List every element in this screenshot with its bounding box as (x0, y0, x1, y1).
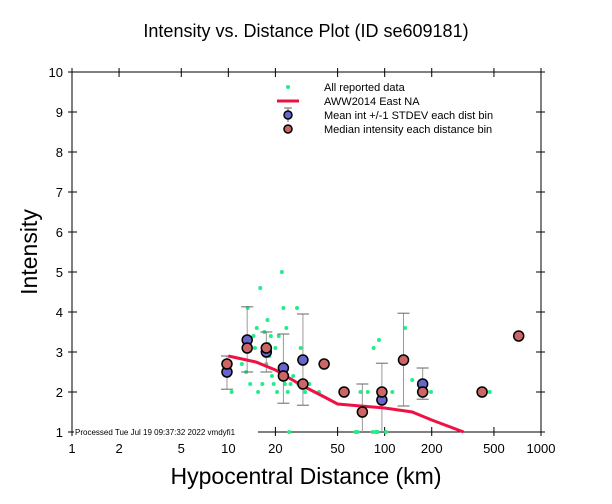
aww2014-curve (227, 354, 465, 434)
y-tick-label: 4 (56, 305, 63, 320)
reported-data-point (275, 390, 280, 394)
plot-area (220, 270, 525, 434)
reported-data-point (284, 326, 289, 330)
median-point (512, 330, 525, 342)
reported-data-point (390, 390, 395, 394)
legend-label: AWW2014 East NA (324, 96, 420, 108)
y-tick-label: 8 (56, 145, 63, 160)
legend-median-symbol (283, 124, 293, 134)
reported-data-point (239, 362, 244, 366)
reported-data-point (298, 346, 303, 350)
y-tick-label: 3 (56, 345, 63, 360)
y-axis-label: Intensity (16, 209, 42, 295)
reported-data-point (276, 334, 281, 338)
reported-data-point (252, 346, 257, 350)
x-tick-label: 100 (374, 441, 396, 456)
reported-data-point (281, 306, 286, 310)
x-tick-label: 20 (268, 441, 282, 456)
reported-data-point (429, 390, 434, 394)
reported-data-point (287, 430, 292, 434)
reported-data-point (258, 286, 263, 290)
median-point (376, 386, 388, 398)
y-axis-ticks: 1 2 3 4 5 6 7 8 9 10 (49, 65, 545, 440)
x-tick-label: 1 (68, 441, 75, 456)
reported-data-point (229, 390, 234, 394)
reported-data-point (271, 382, 276, 386)
legend: All reported data AWW2014 East NA Mean int… (277, 82, 493, 136)
reported-data-point (260, 382, 265, 386)
x-tick-label: 1000 (527, 441, 556, 456)
median-point (338, 386, 350, 398)
mean-point (297, 354, 309, 366)
x-tick-label: 200 (421, 441, 443, 456)
reported-data-point (370, 430, 375, 434)
x-axis-label: Hypocentral Distance (km) (171, 463, 442, 489)
y-tick-label: 10 (49, 65, 63, 80)
median-point (356, 406, 369, 418)
reported-data-point (487, 390, 492, 394)
reported-data-point (384, 430, 389, 434)
median-point (277, 370, 290, 382)
reported-data-point (288, 382, 293, 386)
reported-data-point (265, 318, 270, 322)
median-point (318, 358, 330, 370)
reported-data-point (303, 390, 308, 394)
reported-data-point (268, 334, 273, 338)
y-tick-label: 9 (56, 105, 63, 120)
x-tick-label: 10 (221, 441, 235, 456)
reported-data-point (295, 306, 300, 310)
reported-data-point (251, 334, 256, 338)
median-point (241, 342, 253, 354)
y-tick-label: 2 (56, 385, 63, 400)
reported-data-point (285, 390, 290, 394)
legend-label: Median intensity each distance bin (324, 124, 492, 136)
legend-label: Mean int +/-1 STDEV each dist bin (324, 110, 493, 122)
reported-data-point (291, 374, 296, 378)
reported-data-point (254, 326, 259, 330)
y-tick-label: 7 (56, 185, 63, 200)
median-point (297, 378, 309, 390)
reported-data-point (377, 338, 382, 342)
reported-data-point (269, 374, 274, 378)
y-tick-label: 1 (56, 425, 63, 440)
reported-data-point (410, 378, 415, 382)
median-point (397, 354, 410, 366)
chart-title: Intensity vs. Distance Plot (ID se609181… (143, 21, 468, 41)
processed-annotation: Processed Tue Jul 19 09:37:32 2022 vmdyf… (75, 428, 236, 437)
legend-label: All reported data (324, 82, 406, 94)
median-point (260, 342, 273, 354)
median-point (221, 358, 233, 370)
y-tick-label: 6 (56, 225, 63, 240)
reported-data-point (279, 270, 284, 274)
reported-data-point (375, 430, 380, 434)
legend-reported-symbol (286, 85, 290, 89)
x-tick-label: 50 (330, 441, 344, 456)
x-tick-label: 5 (178, 441, 185, 456)
x-tick-label: 500 (483, 441, 505, 456)
median-point (416, 386, 429, 398)
y-tick-label: 5 (56, 265, 63, 280)
plot-frame (71, 71, 542, 433)
reported-data-point (358, 390, 363, 394)
reported-data-point (365, 390, 370, 394)
x-tick-label: 2 (115, 441, 122, 456)
reported-data-point (248, 382, 253, 386)
reported-data-point (371, 346, 376, 350)
x-axis-ticks: 1 2 5 10 20 50 100 200 500 1000 (68, 68, 555, 456)
reported-data-point (273, 346, 278, 350)
reported-data-point (355, 430, 360, 434)
reported-data-point (256, 390, 261, 394)
reported-data-point (403, 326, 408, 330)
median-point (476, 386, 488, 398)
annotation-background (74, 426, 258, 436)
legend-mean-symbol (283, 110, 293, 120)
